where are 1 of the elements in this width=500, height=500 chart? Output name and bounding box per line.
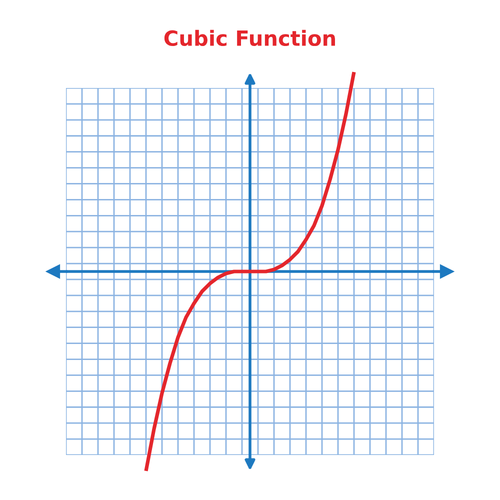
chart-title: Cubic Function [164, 30, 335, 46]
